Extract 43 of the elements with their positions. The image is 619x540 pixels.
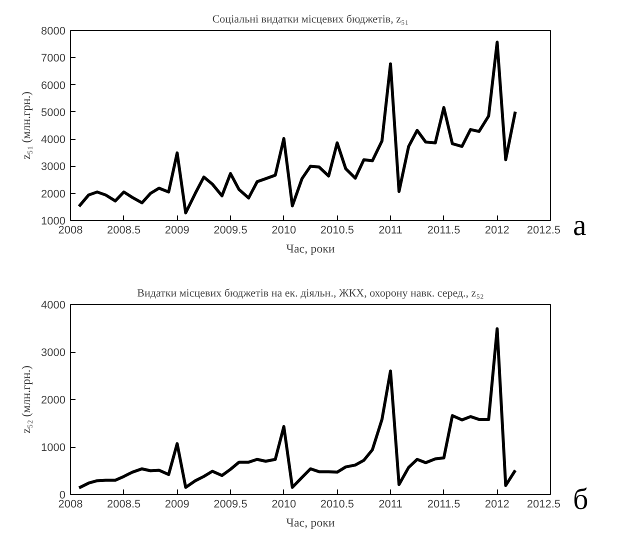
x-tick-label: 2012.5 [526, 224, 561, 236]
x-tick-label: 2009 [164, 498, 190, 510]
x-tick-label: 2010 [272, 224, 296, 236]
y-tick-label: 1000 [41, 442, 66, 454]
x-tick-label: 2012 [484, 224, 510, 236]
text: а [573, 208, 586, 244]
y-tick-label: 6000 [41, 80, 66, 92]
x-tick-label: 2011.5 [427, 498, 460, 510]
x-tick-label: 2011 [378, 224, 402, 236]
x-tick-label: 2011.5 [427, 224, 460, 236]
y-tick-label: 1000 [41, 216, 66, 228]
y-axis-title: z₅₁ (млн.грн.) [19, 91, 34, 160]
x-axis-title: Час, роки [286, 516, 336, 530]
x-tick-label: 2008 [58, 224, 83, 236]
x-tick-label: 2011 [378, 498, 402, 510]
x-tick-label: 2008.5 [107, 224, 141, 236]
x-tick-label: 2008 [58, 498, 83, 510]
y-tick-label: 8000 [41, 26, 66, 38]
y-tick-label: 7000 [41, 52, 66, 65]
x-tick-label: 2010.5 [320, 224, 354, 236]
y-tick-label: 4000 [41, 134, 66, 146]
y-tick-label: 2000 [41, 188, 66, 200]
line-series [78, 327, 517, 490]
y-tick-label: 2000 [41, 394, 66, 406]
chart-title: Видатки місцевих бюджетів на ек. діяльн., ЖКХ, охорону навк. серед., z₅₂ [137, 288, 484, 300]
x-tick-label: 2008.5 [107, 498, 141, 510]
x-tick-label: 2009.5 [214, 224, 248, 236]
y-tick-label: 4000 [41, 300, 66, 312]
chart-title: Соціальні видатки місцевих бюджетів, z₅₁ [212, 14, 409, 26]
y-tick-label: 0 [59, 490, 66, 502]
x-tick-label: 2010.5 [320, 498, 354, 510]
x-tick-label: 2010 [272, 498, 296, 510]
x-tick-label: 2009.5 [214, 498, 248, 510]
y-tick-label: 3000 [41, 161, 66, 174]
x-tick-label: 2012 [484, 498, 510, 510]
y-axis-title: z₅₂ (млн.грн.) [19, 365, 34, 434]
line-series [78, 40, 517, 214]
text: б [573, 482, 588, 518]
y-tick-label: 5000 [41, 106, 66, 119]
x-tick-label: 2012.5 [526, 498, 561, 510]
x-axis-title: Час, роки [286, 242, 336, 256]
y-tick-label: 3000 [41, 347, 66, 359]
x-tick-label: 2009 [164, 224, 190, 236]
